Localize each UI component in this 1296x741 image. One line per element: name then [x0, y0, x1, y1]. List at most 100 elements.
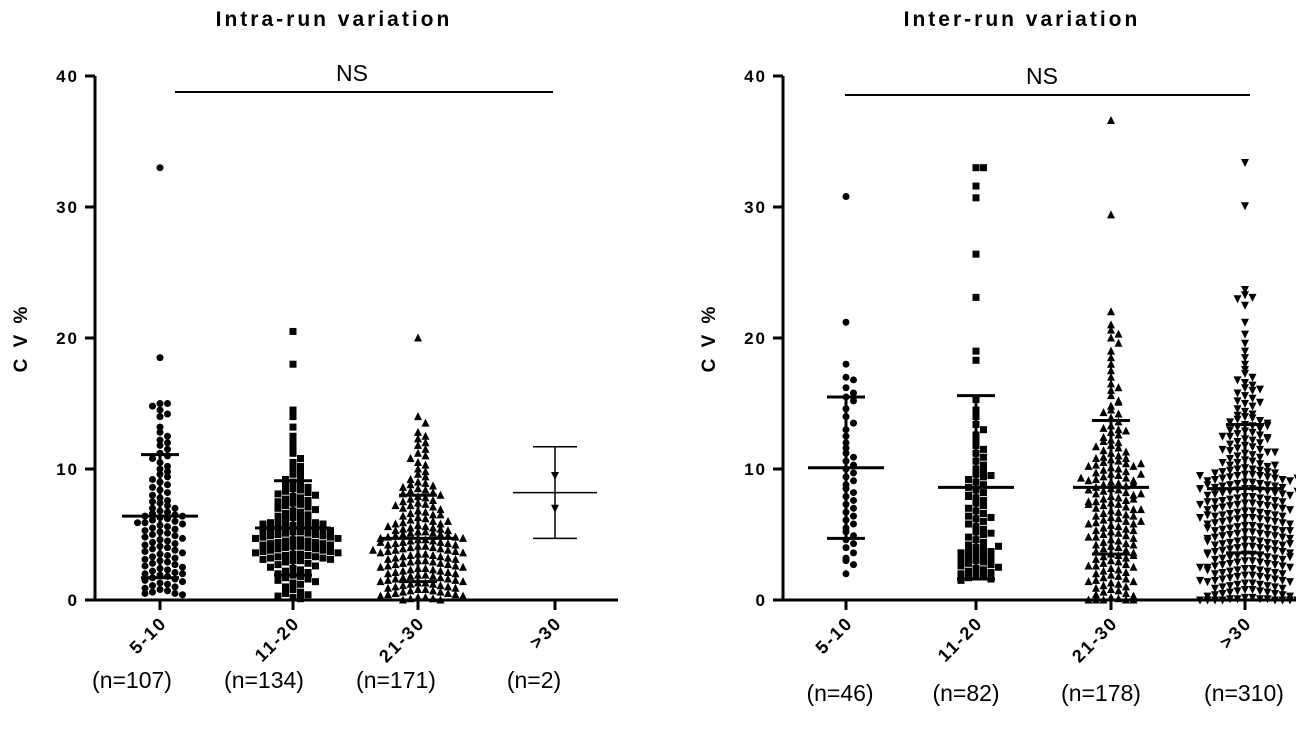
- data-point: [171, 517, 179, 525]
- data-point: [429, 516, 437, 525]
- data-point: [1218, 496, 1227, 505]
- y-tick-label: 20: [56, 329, 79, 348]
- data-point: [179, 549, 186, 557]
- data-point: [1226, 447, 1234, 456]
- data-point: [391, 553, 400, 562]
- data-point: [1263, 531, 1272, 539]
- data-point: [1114, 514, 1123, 523]
- data-point: [444, 516, 452, 525]
- data-point: [1293, 596, 1296, 602]
- data-point: [436, 552, 445, 561]
- data-point: [171, 525, 179, 533]
- data-point: [421, 549, 430, 558]
- data-point: [980, 468, 987, 476]
- data-point: [297, 521, 304, 529]
- data-point: [1263, 422, 1272, 431]
- data-point: [850, 549, 857, 557]
- data-point: [1107, 333, 1115, 342]
- data-point: [1122, 567, 1130, 576]
- data-point: [1084, 519, 1093, 528]
- data-point: [1107, 346, 1115, 355]
- data-point: [429, 523, 437, 532]
- data-point: [149, 531, 156, 538]
- data-point: [1233, 479, 1242, 488]
- data-point: [304, 551, 312, 559]
- data-point: [1226, 567, 1234, 576]
- data-point: [1278, 591, 1287, 600]
- data-point: [289, 579, 297, 587]
- data-point: [1226, 588, 1234, 597]
- data-point: [850, 389, 857, 397]
- data-point: [444, 539, 452, 548]
- data-point: [1263, 574, 1272, 583]
- data-point: [957, 562, 965, 570]
- data-point: [156, 428, 164, 436]
- data-point: [850, 520, 857, 528]
- data-point: [297, 455, 304, 463]
- data-point: [1226, 574, 1234, 583]
- data-point: [1226, 473, 1234, 482]
- data-point: [1211, 584, 1219, 593]
- data-point: [965, 493, 972, 501]
- data-point: [406, 586, 415, 595]
- data-point: [399, 518, 407, 527]
- data-point: [289, 327, 297, 335]
- data-point: [1241, 286, 1249, 295]
- data-point: [1114, 543, 1123, 552]
- data-point: [1114, 471, 1123, 480]
- data-point: [406, 565, 415, 574]
- data-point: [297, 515, 304, 523]
- data-point: [436, 505, 445, 514]
- data-point: [957, 570, 965, 578]
- data-point: [1271, 554, 1279, 563]
- data-point: [1286, 553, 1294, 562]
- data-point: [1122, 516, 1130, 525]
- data-point: [421, 478, 430, 487]
- data-point: [1278, 512, 1287, 521]
- data-point: [980, 517, 987, 525]
- data-point: [1256, 587, 1264, 596]
- data-point: [399, 552, 407, 561]
- data-point: [297, 550, 304, 558]
- data-point: [1271, 517, 1279, 526]
- data-point: [297, 542, 304, 550]
- data-point: [1233, 523, 1242, 532]
- data-point: [274, 592, 282, 600]
- data-point: [1241, 354, 1249, 363]
- data-points: [134, 164, 559, 604]
- data-point: [980, 426, 987, 434]
- x-category-label: 11-20: [251, 613, 304, 666]
- data-point: [1092, 590, 1100, 599]
- data-point: [1218, 540, 1227, 549]
- data-point: [259, 541, 267, 549]
- data-point: [1092, 468, 1100, 477]
- data-point: [1278, 576, 1287, 585]
- data-point: [1084, 485, 1093, 494]
- data-point: [1226, 595, 1234, 604]
- data-point: [1129, 577, 1138, 586]
- data-point: [980, 551, 987, 559]
- data-point: [414, 469, 422, 478]
- data-point: [1233, 458, 1242, 467]
- data-point: [134, 519, 141, 527]
- data-point: [444, 582, 452, 591]
- data-point: [995, 542, 1002, 550]
- data-point: [1114, 586, 1123, 595]
- data-point: [1218, 517, 1227, 526]
- data-point: [406, 480, 415, 489]
- data-point: [1233, 544, 1242, 553]
- data-point: [149, 559, 156, 567]
- data-point: [399, 482, 407, 491]
- data-point: [421, 527, 430, 536]
- data-point: [1211, 512, 1219, 521]
- data-point: [436, 537, 445, 546]
- data-point: [1271, 503, 1279, 512]
- data-point: [1122, 459, 1130, 468]
- data-point: [1203, 491, 1212, 500]
- data-point: [850, 540, 857, 548]
- data-point: [391, 588, 400, 597]
- significance-label: NS: [336, 60, 368, 86]
- y-tick-label: 30: [744, 198, 767, 217]
- data-point: [141, 570, 149, 578]
- data-point: [1263, 510, 1272, 519]
